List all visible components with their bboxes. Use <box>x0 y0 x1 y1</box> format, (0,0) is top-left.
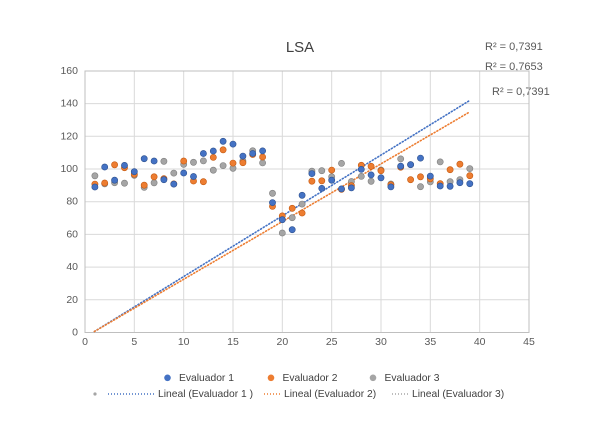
svg-text:60: 60 <box>66 228 78 240</box>
svg-text:30: 30 <box>375 336 387 348</box>
svg-text:35: 35 <box>424 336 436 348</box>
svg-text:5: 5 <box>131 336 137 348</box>
svg-text:160: 160 <box>60 65 78 77</box>
svg-text:140: 140 <box>60 98 78 110</box>
svg-text:100: 100 <box>60 163 78 175</box>
svg-text:Lineal (Evaluador 1 ): Lineal (Evaluador 1 ) <box>158 389 253 400</box>
svg-text:Evaluador 1: Evaluador 1 <box>179 373 234 384</box>
svg-text:Evaluador 2: Evaluador 2 <box>283 373 338 384</box>
svg-text:20: 20 <box>276 336 288 348</box>
svg-text:Lineal (Evaluador 2): Lineal (Evaluador 2) <box>284 389 376 400</box>
svg-text:40: 40 <box>474 336 486 348</box>
svg-text:0: 0 <box>72 327 78 339</box>
svg-text:15: 15 <box>227 336 239 348</box>
svg-text:10: 10 <box>178 336 190 348</box>
svg-text:0: 0 <box>82 336 88 348</box>
svg-text:80: 80 <box>66 196 78 208</box>
svg-text:Evaluador 3: Evaluador 3 <box>385 373 440 384</box>
svg-text:120: 120 <box>60 130 78 142</box>
svg-text:20: 20 <box>66 294 78 306</box>
svg-text:40: 40 <box>66 261 78 273</box>
svg-text:25: 25 <box>326 336 338 348</box>
svg-text:45: 45 <box>523 336 535 348</box>
svg-text:Lineal (Evaluador 3): Lineal (Evaluador 3) <box>412 389 504 400</box>
